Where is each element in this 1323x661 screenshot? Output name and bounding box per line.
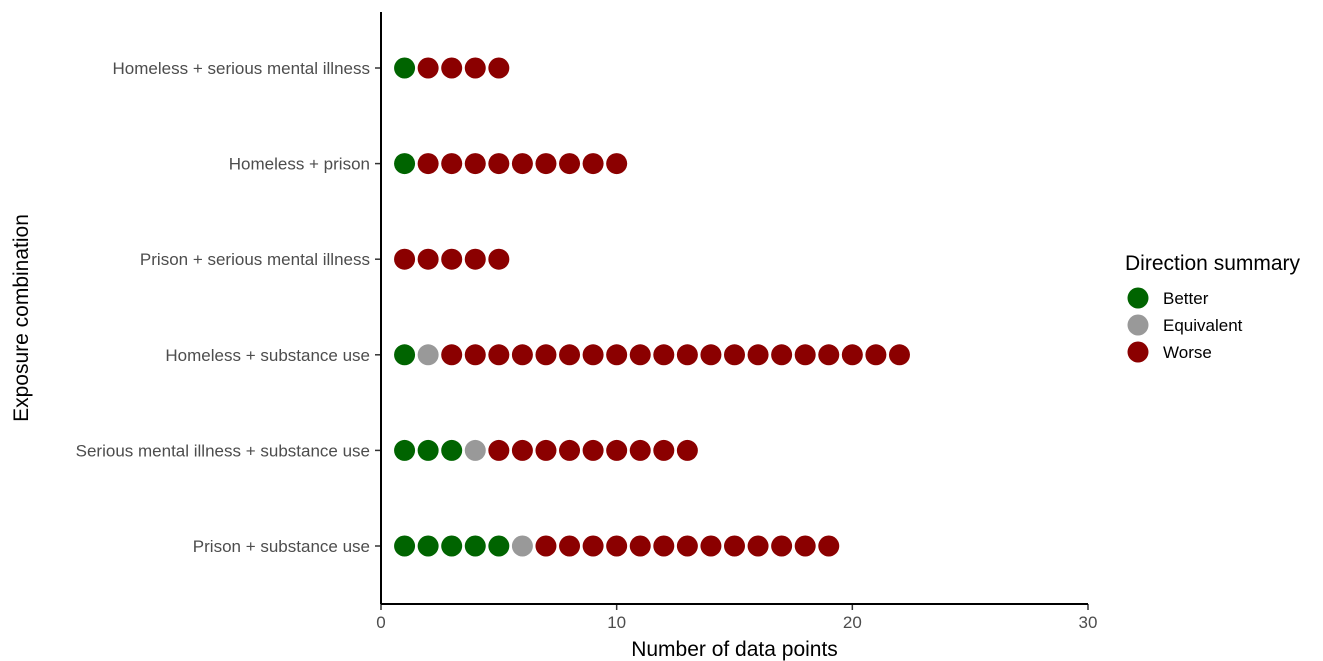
legend-label-equivalent: Equivalent [1163,316,1243,335]
data-point-worse [747,535,769,557]
data-point-worse [606,439,628,461]
data-point-better [394,57,416,79]
data-point-worse [559,439,581,461]
y-tick-label: Prison + substance use [193,537,370,556]
y-axis-ticks: Homeless + serious mental illness Homeles… [76,59,381,556]
x-tick-label: 20 [843,613,862,632]
legend-entries: Better Equivalent Worse [1127,287,1243,363]
data-point-better [464,535,486,557]
data-point-equivalent [417,344,439,366]
x-tick-label: 0 [376,613,385,632]
data-point-worse [629,344,651,366]
data-point-worse [724,535,745,557]
data-point-worse [488,57,510,79]
data-point-worse [582,439,604,461]
data-point-better [394,344,416,366]
data-point-worse [888,344,910,366]
data-point-better [441,439,463,461]
data-point-equivalent [511,535,533,557]
legend-swatch-equivalent [1127,314,1149,336]
data-point-worse [794,344,816,366]
data-point-worse [559,344,581,366]
data-point-better [417,535,439,557]
data-point-worse [488,439,510,461]
data-point-worse [582,344,604,366]
data-point-worse [535,153,557,175]
data-point-worse [841,344,863,366]
data-point-worse [511,344,533,366]
legend-swatch-worse [1127,341,1149,363]
data-point-worse [394,248,416,270]
x-tick-label: 10 [607,613,626,632]
data-point-better [394,153,416,175]
data-point-worse [488,153,510,175]
y-axis-title: Exposure combination [10,214,33,422]
x-axis-ticks: 0 10 20 30 [376,604,1097,632]
data-point-worse [629,439,651,461]
data-point-worse [582,535,604,557]
data-point-worse [700,344,722,366]
legend: Direction summary Better Equivalent Worse [1125,252,1301,363]
y-tick-label: Homeless + substance use [165,346,370,365]
data-point-better [417,439,439,461]
data-point-better [394,535,416,557]
data-point-worse [511,439,533,461]
data-point-worse [464,248,486,270]
y-tick-label: Homeless + serious mental illness [113,59,370,78]
data-points [394,57,910,557]
data-point-worse [771,535,793,557]
y-tick-label: Prison + serious mental illness [140,250,370,269]
data-point-worse [582,153,604,175]
y-tick-label: Homeless + prison [229,155,370,174]
data-point-worse [535,344,557,366]
data-point-worse [676,344,698,366]
data-point-worse [559,535,581,557]
data-point-worse [441,344,463,366]
data-point-worse [441,248,463,270]
data-point-worse [559,153,581,175]
data-point-worse [488,344,510,366]
data-point-worse [417,57,439,79]
data-point-worse [464,153,486,175]
data-point-worse [464,57,486,79]
data-point-worse [676,535,698,557]
data-point-worse [441,57,463,79]
data-point-worse [747,344,769,366]
data-point-worse [794,535,816,557]
data-point-better [441,535,463,557]
data-point-worse [535,439,557,461]
data-point-worse [606,535,628,557]
data-point-worse [629,535,651,557]
data-point-worse [606,153,628,175]
x-axis-title: Number of data points [631,638,838,661]
data-point-worse [653,344,675,366]
data-point-worse [818,535,840,557]
legend-label-better: Better [1163,289,1209,308]
data-point-worse [700,535,722,557]
data-point-worse [441,153,463,175]
data-point-worse [511,153,533,175]
data-point-worse [724,344,745,366]
data-point-worse [606,344,628,366]
data-point-equivalent [464,439,486,461]
data-point-worse [488,248,510,270]
data-point-worse [417,248,439,270]
data-point-worse [535,535,557,557]
data-point-worse [417,153,439,175]
data-point-worse [676,439,698,461]
data-point-better [394,439,416,461]
data-point-better [488,535,510,557]
data-point-worse [771,344,793,366]
data-point-worse [653,535,675,557]
data-point-worse [818,344,840,366]
legend-label-worse: Worse [1163,343,1212,362]
legend-swatch-better [1127,287,1149,309]
data-point-worse [464,344,486,366]
x-tick-label: 30 [1079,613,1098,632]
legend-title: Direction summary [1125,252,1301,275]
y-tick-label: Serious mental illness + substance use [76,441,370,460]
data-point-worse [865,344,887,366]
data-point-worse [653,439,675,461]
